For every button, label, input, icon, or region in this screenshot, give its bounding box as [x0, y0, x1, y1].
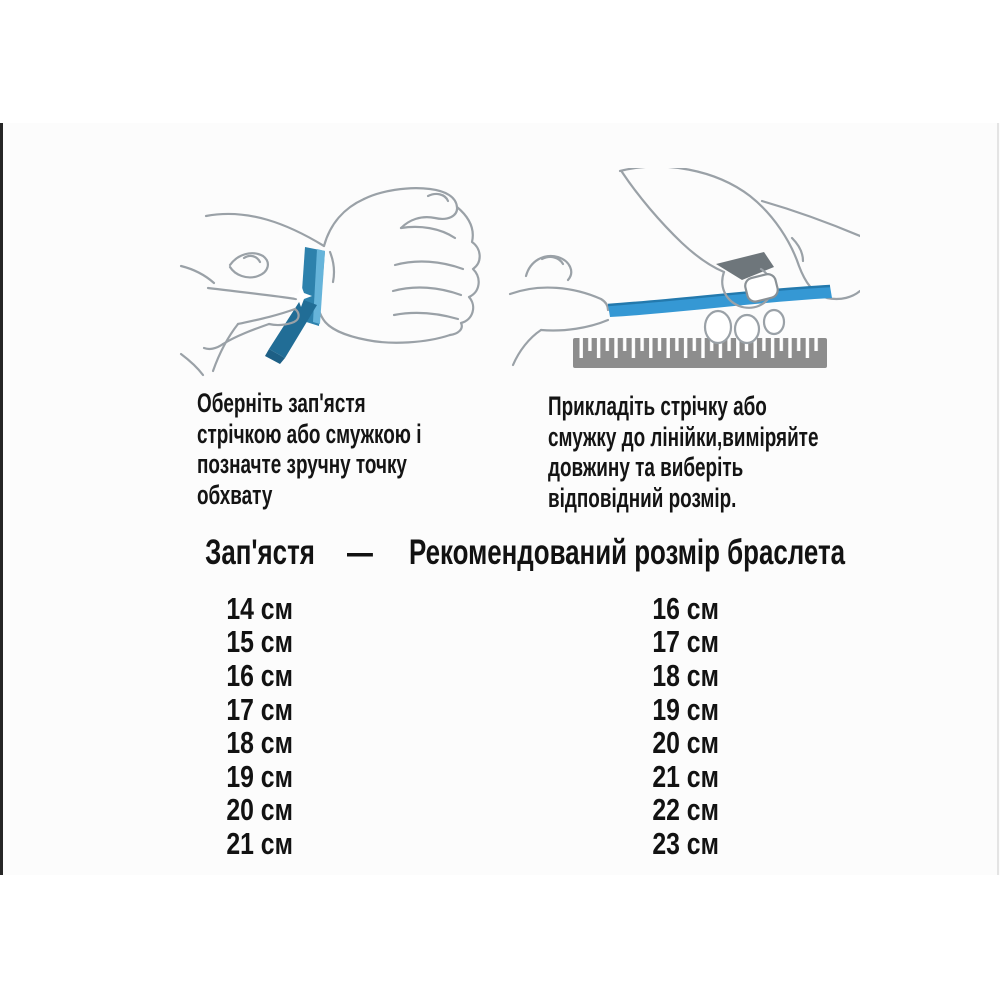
- bracelet-size-value: 18 см: [652, 657, 720, 693]
- fingertip-loop: [703, 309, 733, 345]
- header-bracelet: Рекомендований розмір браслета: [408, 533, 846, 572]
- size-row: 18 см: [606, 657, 766, 693]
- size-row: 19 см: [180, 758, 340, 794]
- header-wrist: Зап'ястя: [205, 533, 315, 572]
- wrist-size-value: 17 см: [226, 691, 294, 727]
- thumb-nail: [744, 273, 779, 303]
- size-row: 23 см: [606, 825, 766, 861]
- knot-highlight: [290, 285, 312, 307]
- wrist-size-value: 21 см: [226, 825, 294, 861]
- finger-shadow-wedge: [716, 252, 774, 280]
- bracelet-size-value: 17 см: [652, 624, 720, 660]
- wrist-ribbon-band: [265, 247, 325, 364]
- fingertip-loop: [733, 313, 761, 345]
- pointing-hand-outline: [179, 252, 300, 377]
- size-row: 16 см: [180, 657, 340, 693]
- wrist-size-value: 20 см: [226, 792, 294, 828]
- wrap-wrist-illustration: [179, 187, 481, 377]
- left-edge-artifact: [0, 123, 3, 875]
- size-row: 15 см: [180, 624, 340, 660]
- size-row: 14 см: [180, 590, 340, 626]
- size-row: 19 см: [606, 691, 766, 727]
- size-row: 20 см: [180, 792, 340, 828]
- right-edge-artifact: [997, 123, 999, 875]
- bracelet-size-value: 20 см: [652, 725, 720, 761]
- bracelet-size-value: 22 см: [652, 792, 720, 828]
- band-tail-tip: [265, 349, 285, 364]
- size-row: 16 см: [606, 590, 766, 626]
- size-row: 21 см: [606, 758, 766, 794]
- fist-hand-outline: [204, 187, 481, 344]
- wrist-size-value: 19 см: [226, 758, 294, 794]
- bracelet-size-value: 21 см: [652, 758, 720, 794]
- bracelet-size-value: 16 см: [652, 590, 720, 626]
- wrist-size-column: 14 см 15 см 16 см 17 см 18 см 19 см 20 с…: [180, 590, 340, 861]
- size-row: 20 см: [606, 725, 766, 761]
- bracelet-size-value: 19 см: [652, 691, 720, 727]
- holding-hand-outline: [618, 168, 860, 301]
- wrist-size-value: 16 см: [226, 657, 294, 693]
- screenshot-panel: [0, 123, 1000, 875]
- size-row: 17 см: [180, 691, 340, 727]
- wrist-size-value: 14 см: [226, 590, 294, 626]
- band-tail: [269, 299, 317, 358]
- right-instruction-text: Прикладіть стрічку або смужку до лінійки…: [548, 391, 819, 513]
- size-row: 22 см: [606, 792, 766, 828]
- header-separator-dash: —: [347, 533, 373, 572]
- size-row: 21 см: [180, 825, 340, 861]
- ribbon-edge: [607, 284, 831, 307]
- pinching-fingers: [703, 252, 786, 345]
- bracelet-size-value: 23 см: [652, 825, 720, 861]
- fingertip-loop: [762, 308, 786, 336]
- size-row: 17 см: [606, 624, 766, 660]
- left-instruction-text: Оберніть зап'ястя стрічкою або смужкою і…: [197, 388, 422, 510]
- bracelet-size-column: 16 см 17 см 18 см 19 см 20 см 21 см 22 с…: [606, 590, 766, 861]
- fingertip-hand-outline: [508, 254, 610, 367]
- ruler: [573, 338, 827, 368]
- measure-ribbon-illustration: [508, 168, 860, 368]
- size-row: 18 см: [180, 725, 340, 761]
- wrist-size-value: 18 см: [226, 725, 294, 761]
- wrist-size-value: 15 см: [226, 624, 294, 660]
- ruler-ticks: [578, 338, 822, 359]
